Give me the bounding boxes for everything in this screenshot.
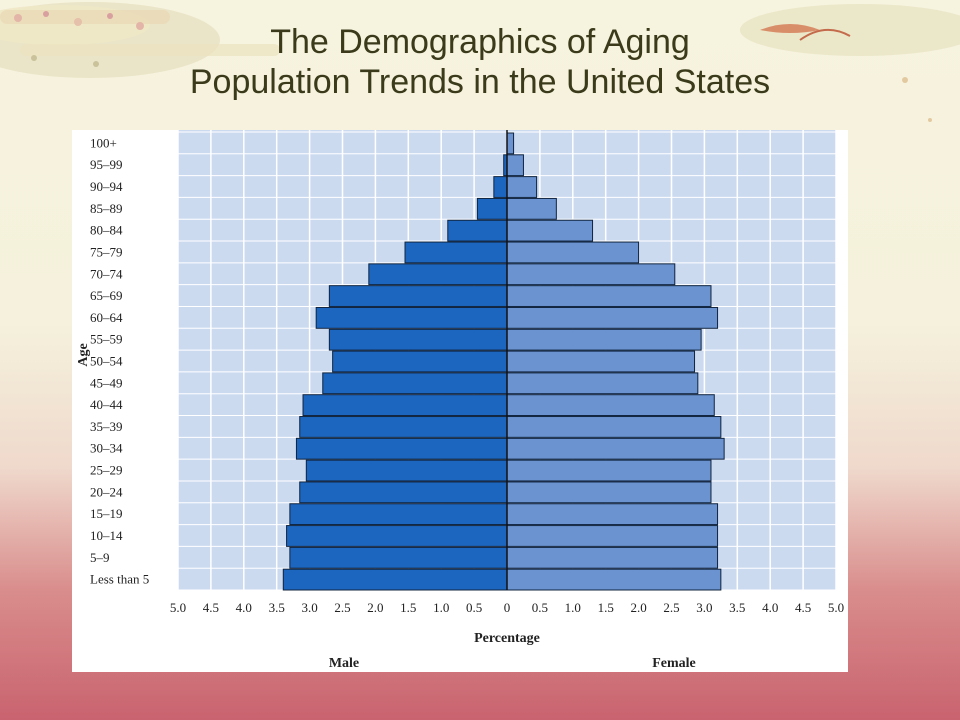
- male-bar: [328, 285, 508, 307]
- x-tick-label: 5.0: [170, 600, 186, 615]
- female-bar: [506, 197, 557, 220]
- male-side-label: Male: [329, 656, 359, 671]
- female-bar: [506, 481, 712, 504]
- age-group-label: 10–14: [90, 528, 123, 543]
- x-tick-label: 4.0: [236, 600, 252, 615]
- chart-panel: 100+ 95–99 90–94 85–89 80–84 75–79 70–74 65–69 6…: [72, 130, 848, 672]
- age-group-label: 65–69: [90, 288, 123, 303]
- age-group-label: 30–34: [90, 441, 123, 456]
- x-axis-label: Percentage: [474, 631, 540, 646]
- female-bar: [506, 546, 719, 569]
- x-tick-label: 2.5: [663, 600, 679, 615]
- age-group-label: 75–79: [90, 244, 123, 259]
- male-bar: [299, 481, 508, 504]
- female-bar: [506, 503, 719, 526]
- male-bar: [302, 394, 508, 417]
- x-tick-label: 4.5: [795, 600, 811, 615]
- male-bar: [289, 546, 508, 569]
- female-bar: [506, 459, 712, 482]
- male-bar: [328, 328, 508, 351]
- age-group-label: 100+: [90, 135, 117, 150]
- male-bar: [332, 350, 508, 373]
- male-bar: [404, 241, 508, 264]
- female-bar: [506, 241, 640, 264]
- slide-title: The Demographics of Aging Population Tre…: [0, 22, 960, 102]
- x-tick-label: 1.0: [565, 600, 581, 615]
- x-tick-label: 0.5: [532, 600, 548, 615]
- x-tick-label: 3.0: [301, 600, 317, 615]
- x-tick-label: 1.0: [433, 600, 449, 615]
- age-group-label: 80–84: [90, 223, 123, 238]
- male-bar: [295, 437, 508, 460]
- x-tick-label: 0: [504, 600, 511, 615]
- male-bar: [493, 176, 508, 198]
- x-tick-label: 4.5: [203, 600, 219, 615]
- male-bar: [322, 372, 508, 395]
- x-tick-label: 2.5: [334, 600, 350, 615]
- age-group-label: 25–29: [90, 463, 123, 478]
- age-group-label: 60–64: [90, 310, 123, 325]
- female-bar: [506, 416, 722, 438]
- male-bar: [305, 459, 508, 482]
- population-pyramid-chart: 100+ 95–99 90–94 85–89 80–84 75–79 70–74 65–69 6…: [76, 130, 844, 671]
- male-bar: [282, 568, 508, 591]
- female-bar: [506, 437, 725, 460]
- age-group-label: Less than 5: [90, 572, 149, 587]
- age-group-label: 45–49: [90, 375, 123, 390]
- female-bar: [506, 328, 702, 351]
- age-group-label: 15–19: [90, 506, 123, 521]
- male-bar: [368, 263, 508, 286]
- male-bar: [286, 525, 508, 547]
- age-group-label: 50–54: [90, 354, 123, 369]
- x-tick-label: 5.0: [828, 600, 844, 615]
- age-group-label: 35–39: [90, 419, 123, 434]
- female-bar: [506, 285, 712, 307]
- x-tick-label: 0.5: [466, 600, 482, 615]
- female-bar: [506, 219, 594, 242]
- x-tick-label: 2.0: [367, 600, 383, 615]
- age-group-label: 20–24: [90, 484, 123, 499]
- male-bar: [476, 197, 508, 220]
- title-line-1: The Demographics of Aging: [270, 23, 690, 61]
- female-bar: [506, 394, 715, 417]
- y-axis-label: Age: [76, 343, 91, 366]
- female-bar: [506, 132, 515, 155]
- x-tick-label: 4.0: [762, 600, 778, 615]
- age-group-label: 5–9: [90, 550, 110, 565]
- female-bar: [506, 263, 676, 286]
- x-tick-label: 3.5: [729, 600, 745, 615]
- male-bar: [315, 306, 508, 329]
- male-bar: [447, 219, 508, 242]
- male-bar: [299, 416, 508, 438]
- x-tick-label: 1.5: [400, 600, 416, 615]
- female-side-label: Female: [652, 656, 696, 671]
- female-bar: [506, 350, 696, 373]
- x-tick-label: 3.0: [696, 600, 712, 615]
- x-tick-label: 2.0: [630, 600, 646, 615]
- female-bar: [506, 525, 719, 547]
- female-bar: [506, 176, 538, 198]
- age-group-label: 70–74: [90, 266, 123, 281]
- female-bar: [506, 372, 699, 395]
- female-bar: [506, 568, 722, 591]
- female-bar: [506, 154, 524, 177]
- male-bar: [289, 503, 508, 526]
- age-group-label: 55–59: [90, 332, 123, 347]
- decorative-header-artwork: [0, 2, 960, 122]
- title-line-2: Population Trends in the United States: [189, 63, 771, 101]
- x-tick-label: 3.5: [269, 600, 285, 615]
- age-group-label: 85–89: [90, 201, 123, 216]
- age-group-label: 90–94: [90, 179, 123, 194]
- female-bar: [506, 306, 719, 329]
- age-group-label: 40–44: [90, 397, 123, 412]
- age-group-label: 95–99: [90, 157, 123, 172]
- x-tick-label: 1.5: [598, 600, 614, 615]
